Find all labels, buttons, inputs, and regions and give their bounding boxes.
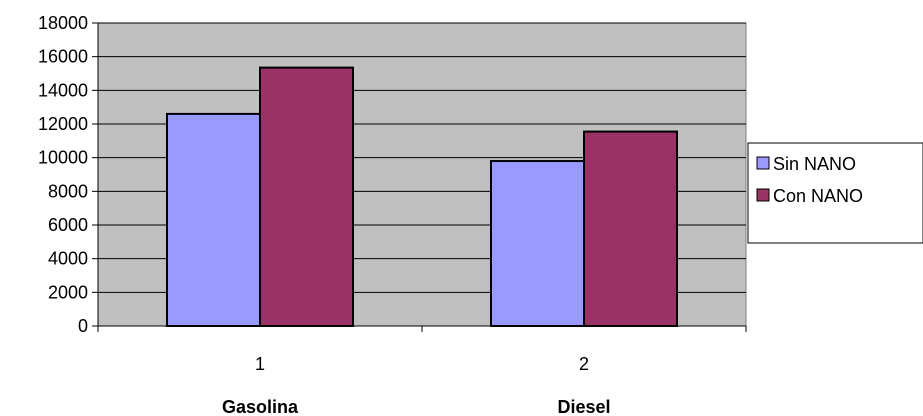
legend: Sin NANO Con NANO (747, 142, 923, 244)
y-tick-label: 6000 (48, 215, 88, 235)
bars (166, 66, 678, 328)
x-category-label: 1 (255, 354, 265, 374)
legend-box (747, 142, 923, 244)
bar-sin-nano-2 (490, 160, 585, 327)
bar-con-nano-2 (583, 130, 678, 327)
y-tick-labels: 0 2000 4000 6000 8000 10000 12000 14000 16000 180… (38, 13, 88, 336)
y-tick-label: 18000 (38, 13, 88, 33)
y-tick-label: 4000 (48, 249, 88, 269)
legend-label-sin-nano: Sin NANO (773, 154, 856, 174)
y-tick-label: 12000 (38, 114, 88, 134)
group-label: Gasolina (222, 397, 299, 416)
group-label: Diesel (557, 397, 610, 416)
bar-sin-nano-1 (166, 112, 261, 328)
y-tick-label: 14000 (38, 80, 88, 100)
x-category-label: 2 (579, 354, 589, 374)
y-tick-label: 10000 (38, 148, 88, 168)
y-tick-label: 0 (78, 316, 88, 336)
bar-con-nano-1 (259, 66, 354, 327)
y-tick-label: 16000 (38, 47, 88, 67)
y-tick-label: 2000 (48, 282, 88, 302)
legend-swatch-con-nano (756, 188, 770, 202)
legend-swatch-sin-nano (756, 156, 770, 170)
y-tick-label: 8000 (48, 181, 88, 201)
group-labels: Gasolina Diesel (222, 397, 611, 416)
axes (92, 22, 747, 332)
legend-label-con-nano: Con NANO (773, 186, 863, 206)
